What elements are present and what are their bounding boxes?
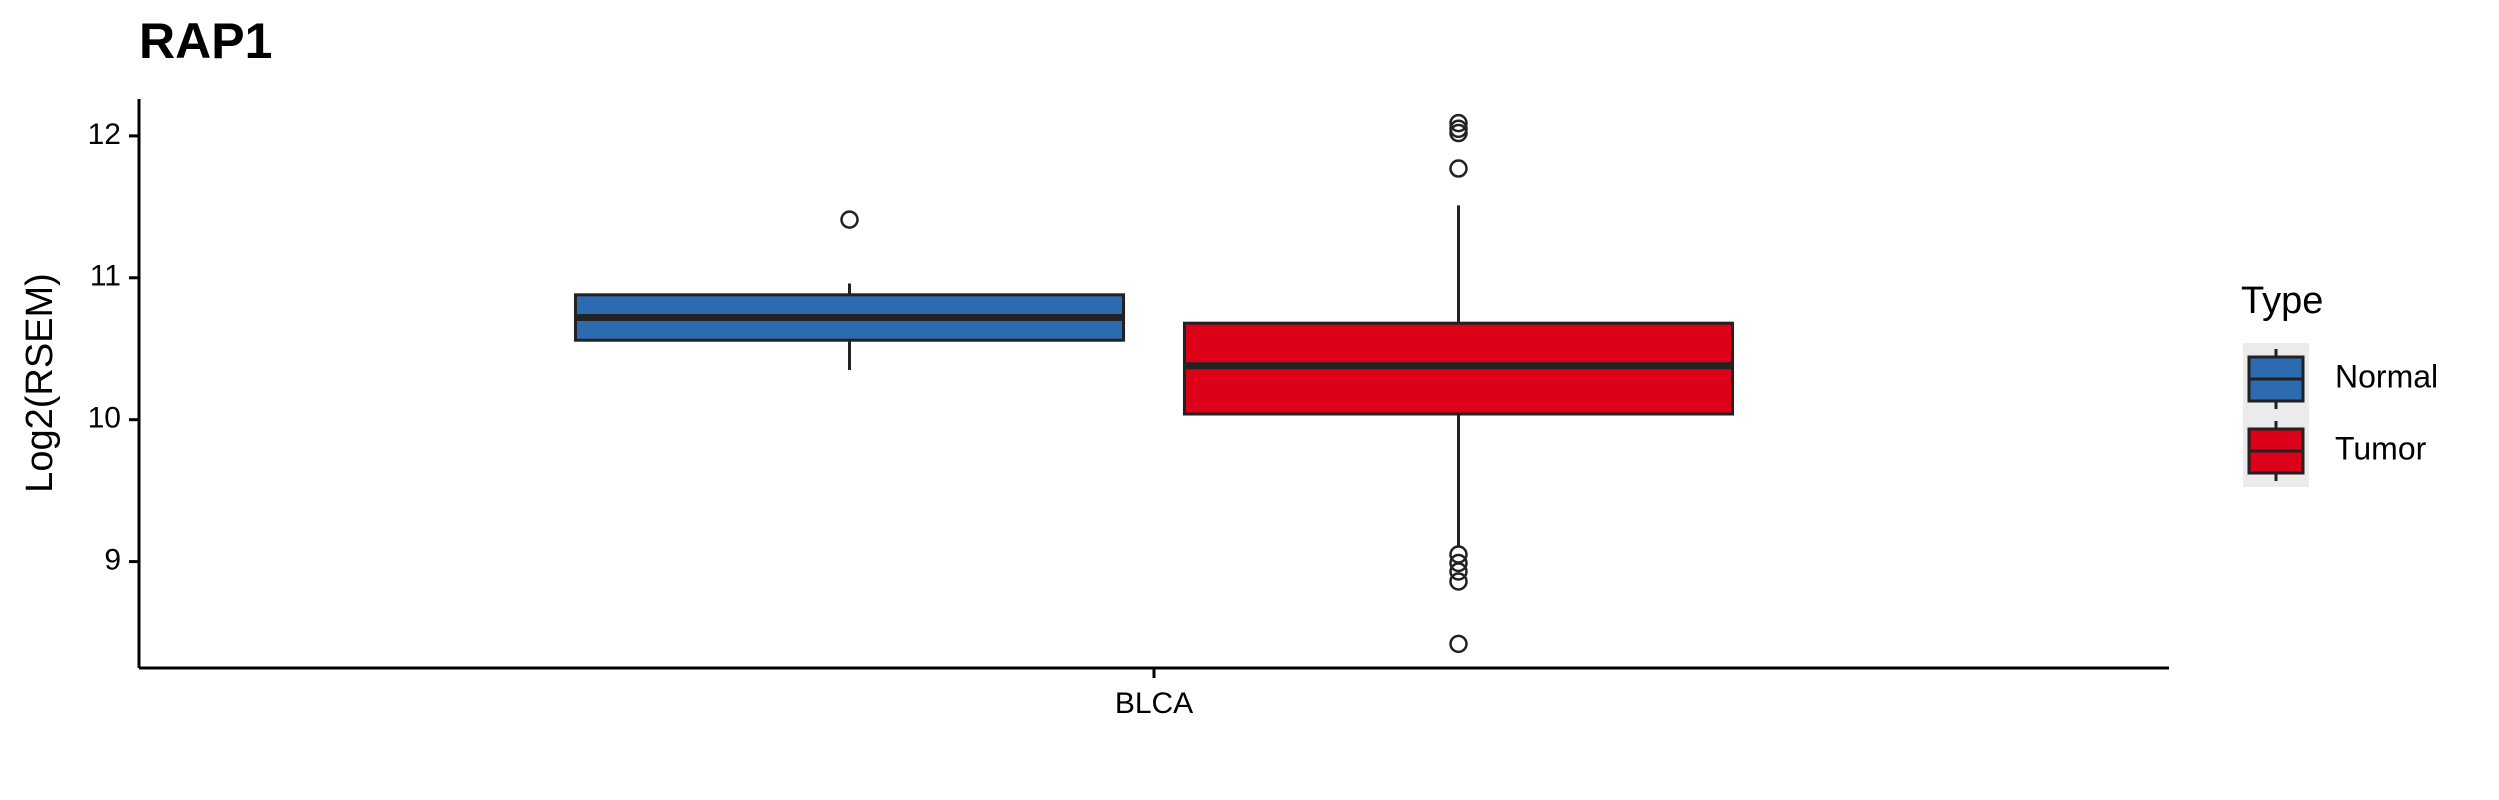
y-tick-label: 11: [90, 260, 121, 293]
outlier: [1449, 159, 1468, 178]
legend-label: Tumor: [2335, 430, 2427, 466]
outlier: [1449, 572, 1468, 591]
outlier: [1449, 562, 1468, 581]
outlier: [1449, 553, 1468, 573]
y-tick-label: 10: [88, 402, 121, 435]
outlier: [840, 210, 859, 229]
x-tick-label: BLCA: [1115, 687, 1193, 720]
chart-title: RAP1: [139, 13, 272, 69]
legend-title: Type: [2241, 280, 2323, 322]
y-tick-label: 9: [104, 544, 121, 577]
outlier: [1449, 113, 1468, 133]
y-axis-label: Log2(RSEM): [19, 273, 61, 493]
outlier: [1449, 123, 1468, 143]
outlier: [1449, 634, 1468, 654]
y-tick-label: 12: [88, 118, 121, 151]
legend-label: Normal: [2335, 358, 2438, 394]
